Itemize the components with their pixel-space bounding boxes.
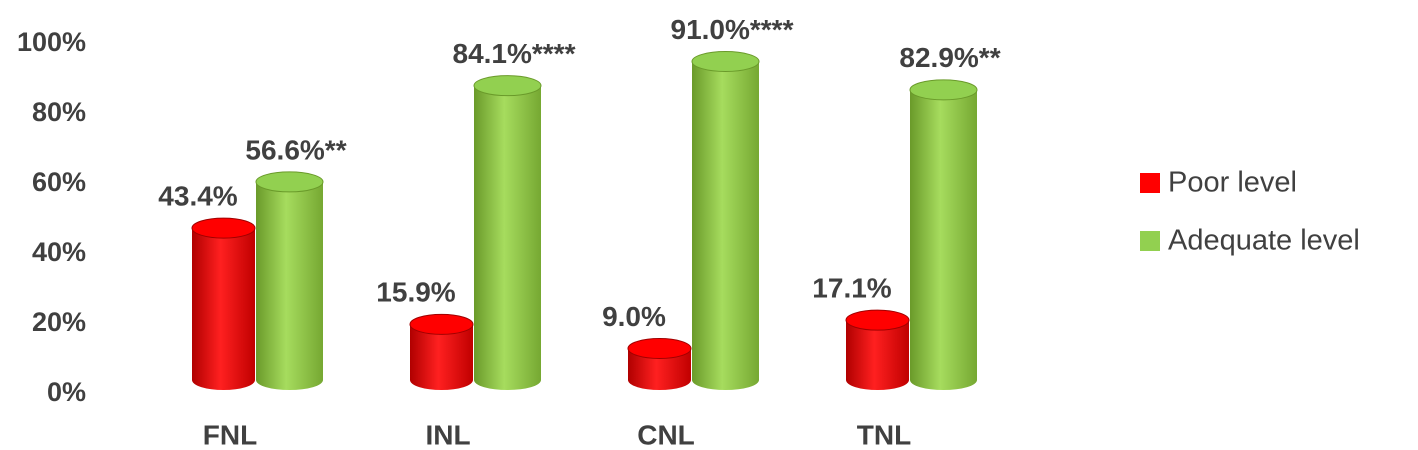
legend-label: Poor level <box>1168 167 1297 199</box>
value-label: 84.1%**** <box>453 38 576 69</box>
value-label: 15.9% <box>376 277 455 308</box>
legend-swatch <box>1140 173 1160 193</box>
bar-body <box>910 89 977 390</box>
value-label: 56.6%** <box>245 134 346 165</box>
bar-body <box>474 85 541 391</box>
bar-body <box>410 324 473 390</box>
bar-body <box>846 320 909 390</box>
value-label: 9.0% <box>602 301 666 332</box>
y-tick-label: 60% <box>32 167 86 197</box>
x-tick-label: FNL <box>203 419 257 450</box>
y-tick-label: 80% <box>32 97 86 127</box>
value-label: 91.0%**** <box>671 14 794 45</box>
value-label: 82.9%** <box>899 42 1000 73</box>
y-tick-label: 100% <box>17 27 86 57</box>
value-label: 43.4% <box>158 180 237 211</box>
y-tick-label: 0% <box>47 377 86 407</box>
bar-top <box>191 217 256 239</box>
bar-top <box>909 79 978 101</box>
value-label: 17.1% <box>812 273 891 304</box>
y-tick-label: 20% <box>32 307 86 337</box>
bar-body <box>256 181 323 390</box>
bar-top <box>845 309 910 331</box>
bar-body <box>692 61 759 390</box>
bar-top <box>255 171 324 193</box>
legend-swatch <box>1140 231 1160 251</box>
bar-top <box>627 338 692 359</box>
bar-body <box>628 348 691 390</box>
bar-body <box>192 228 255 390</box>
bar-top <box>409 313 474 335</box>
bar-top <box>691 51 760 72</box>
x-tick-label: CNL <box>637 419 695 450</box>
y-tick-label: 40% <box>32 237 86 267</box>
legend-label: Adequate level <box>1168 225 1360 257</box>
x-tick-label: INL <box>425 419 470 450</box>
bar-top <box>473 75 542 97</box>
x-tick-label: TNL <box>857 419 911 450</box>
